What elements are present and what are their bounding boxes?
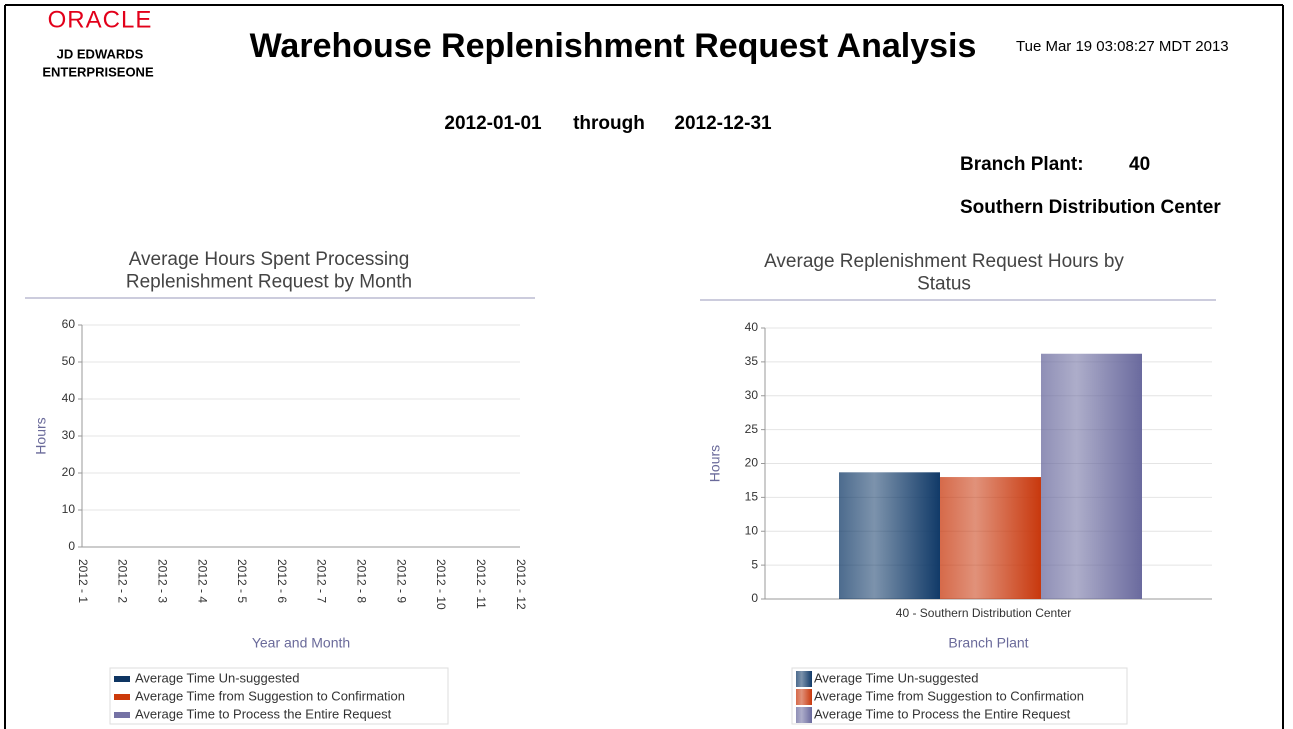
date-to: 2012-12-31 — [674, 113, 772, 134]
y-tick-label: 0 — [751, 591, 758, 605]
y-tick-label: 35 — [745, 354, 759, 368]
x-tick-label: 40 - Southern Distribution Center — [896, 606, 1071, 620]
bar — [940, 477, 1041, 599]
legend-swatch — [796, 689, 812, 705]
y-tick-label: 10 — [745, 523, 759, 537]
x-tick-label: 2012 - 3 — [155, 559, 169, 603]
bar — [839, 472, 940, 599]
branch-label: Branch Plant: — [960, 154, 1084, 175]
y-axis-label: Hours — [33, 417, 49, 454]
logo: ORACLE — [48, 6, 153, 33]
y-tick-label: 25 — [745, 422, 759, 436]
legend-swatch — [114, 676, 130, 682]
x-tick-label: 2012 - 1 — [76, 559, 90, 603]
x-axis-label: Year and Month — [252, 635, 350, 651]
legend-label: Average Time to Process the Entire Reque… — [814, 706, 1071, 721]
branch-name: Southern Distribution Center — [960, 197, 1221, 218]
y-tick-label: 20 — [745, 456, 759, 470]
y-tick-label: 50 — [62, 354, 76, 368]
legend-swatch — [796, 707, 812, 723]
x-tick-label: 2012 - 5 — [235, 559, 249, 603]
y-tick-label: 20 — [62, 465, 76, 479]
legend-label: Average Time from Suggestion to Confirma… — [135, 688, 405, 703]
report-title: Warehouse Replenishment Request Analysis — [250, 27, 977, 65]
chart-title: Average Replenishment Request Hours by — [764, 251, 1124, 272]
chart-title: Status — [917, 274, 971, 295]
legend-swatch — [114, 694, 130, 700]
legend-swatch — [114, 712, 130, 718]
timestamp: Tue Mar 19 03:08:27 MDT 2013 — [1016, 38, 1229, 55]
branch-value: 40 — [1129, 154, 1150, 175]
legend-swatch — [796, 671, 812, 687]
x-tick-label: 2012 - 6 — [275, 559, 289, 603]
legend-label: Average Time to Process the Entire Reque… — [135, 706, 392, 721]
legend-box — [109, 667, 449, 725]
legend-label: Average Time Un-suggested — [814, 670, 979, 685]
y-tick-label: 40 — [745, 320, 759, 334]
y-tick-label: 40 — [62, 391, 76, 405]
bar — [1041, 353, 1142, 599]
y-tick-label: 10 — [62, 502, 76, 516]
y-tick-label: 60 — [62, 317, 76, 331]
chart-title: Replenishment Request by Month — [126, 272, 412, 293]
date-from: 2012-01-01 — [444, 113, 542, 134]
y-tick-label: 15 — [745, 490, 759, 504]
x-axis-label: Branch Plant — [948, 635, 1028, 651]
chart-title: Average Hours Spent Processing — [129, 249, 410, 270]
y-tick-label: 0 — [68, 539, 75, 553]
y-tick-label: 30 — [62, 428, 76, 442]
x-tick-label: 2012 - 7 — [315, 559, 329, 603]
x-tick-label: 2012 - 2 — [116, 559, 130, 603]
legend-box — [791, 667, 1128, 725]
x-tick-label: 2012 - 9 — [394, 559, 408, 603]
product-line: JD EDWARDS — [57, 46, 144, 61]
legend-label: Average Time from Suggestion to Confirma… — [814, 688, 1084, 703]
through: through — [573, 113, 645, 134]
legend-label: Average Time Un-suggested — [135, 670, 300, 685]
product-line: ENTERPRISEONE — [42, 64, 154, 79]
x-tick-label: 2012 - 10 — [434, 559, 448, 610]
x-tick-label: 2012 - 4 — [195, 559, 209, 603]
y-axis-label: Hours — [707, 445, 723, 482]
y-tick-label: 30 — [745, 388, 759, 402]
x-tick-label: 2012 - 8 — [355, 559, 369, 603]
x-tick-label: 2012 - 12 — [514, 559, 528, 610]
x-tick-label: 2012 - 11 — [474, 559, 488, 609]
y-tick-label: 5 — [751, 557, 758, 571]
